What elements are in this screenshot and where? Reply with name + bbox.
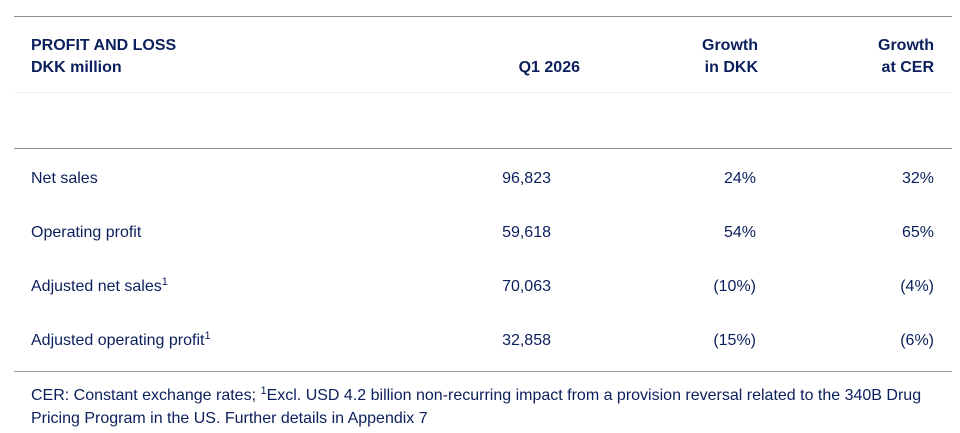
column-header-growth-cer-line1: Growth bbox=[878, 37, 934, 54]
row-label-text: Adjusted net sales bbox=[31, 278, 162, 295]
footnote-part1: CER: Constant exchange rates; bbox=[31, 387, 261, 404]
row-value-growth-dkk: 54% bbox=[723, 224, 756, 241]
table-row: Adjusted net sales1 70,063 (10%) (4%) bbox=[0, 275, 960, 299]
table-title-line2: DKK million bbox=[31, 59, 122, 76]
column-header-growth-dkk-line1: Growth bbox=[702, 37, 758, 54]
table-body-rule bbox=[14, 148, 952, 149]
row-label-text: Operating profit bbox=[31, 224, 142, 241]
row-label: Adjusted net sales1 bbox=[31, 275, 168, 299]
column-header-period: Q1 2026 bbox=[0, 57, 580, 79]
table-title: PROFIT AND LOSS DKK million bbox=[31, 35, 176, 79]
table-bottom-rule bbox=[14, 371, 952, 372]
table-row: Adjusted operating profit1 32,858 (15%) … bbox=[0, 329, 960, 353]
column-header-period-label: Q1 2026 bbox=[518, 59, 580, 76]
row-value-growth-dkk: (15%) bbox=[713, 332, 756, 349]
row-label: Net sales bbox=[31, 167, 98, 191]
row-value-growth-dkk: 24% bbox=[723, 170, 756, 187]
row-value-growth-cer: (6%) bbox=[900, 332, 934, 349]
footnote-mark: 1 bbox=[260, 385, 267, 397]
footnote-part2: Excl. USD 4.2 billion non-recurring impa… bbox=[31, 387, 922, 427]
row-value-period: 70,063 bbox=[502, 278, 551, 295]
row-value-growth-cer: (4%) bbox=[900, 278, 934, 295]
table-title-line1: PROFIT AND LOSS bbox=[31, 37, 177, 54]
table-row: Net sales 96,823 24% 32% bbox=[0, 167, 960, 191]
table-top-rule bbox=[14, 16, 952, 17]
row-label: Operating profit bbox=[31, 221, 141, 245]
row-label: Adjusted operating profit1 bbox=[31, 329, 211, 353]
column-header-growth-dkk: Growth in DKK bbox=[0, 35, 758, 79]
row-footnote-mark: 1 bbox=[161, 276, 168, 288]
column-header-growth-cer-line2: at CER bbox=[881, 59, 934, 76]
row-value-period: 32,858 bbox=[502, 332, 551, 349]
row-footnote-mark: 1 bbox=[204, 330, 211, 342]
header-divider bbox=[14, 92, 952, 93]
row-value-growth-dkk: (10%) bbox=[713, 278, 756, 295]
column-header-growth-dkk-line2: in DKK bbox=[704, 59, 758, 76]
row-value-growth-cer: 65% bbox=[901, 224, 934, 241]
row-label-text: Adjusted operating profit bbox=[31, 332, 205, 349]
row-label-text: Net sales bbox=[31, 170, 98, 187]
table-footnote: CER: Constant exchange rates; 1Excl. USD… bbox=[31, 384, 931, 430]
row-value-growth-cer: 32% bbox=[901, 170, 934, 187]
table-row: Operating profit 59,618 54% 65% bbox=[0, 221, 960, 245]
column-header-growth-cer: Growth at CER bbox=[0, 35, 934, 79]
row-value-period: 59,618 bbox=[502, 224, 551, 241]
row-value-period: 96,823 bbox=[502, 170, 551, 187]
